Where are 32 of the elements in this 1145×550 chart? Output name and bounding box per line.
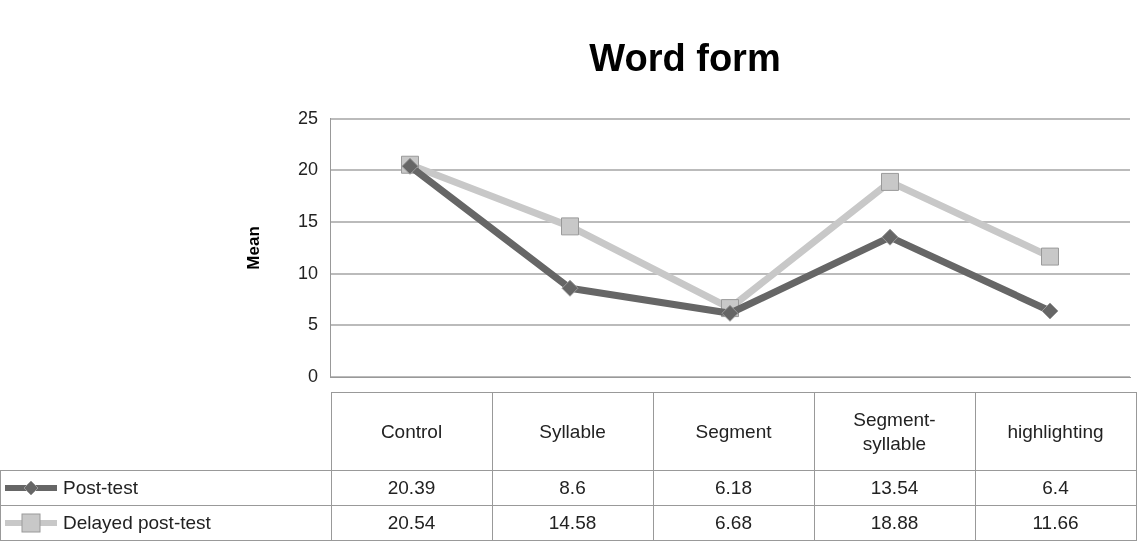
y-tick-label: 0 (307, 366, 318, 387)
legend-label: Delayed post-test (0, 505, 331, 541)
data-label: 6.4 (975, 470, 1136, 506)
point (881, 228, 899, 246)
data-label: 6.68 (653, 505, 814, 541)
chart-title: Word form (589, 37, 781, 80)
point (561, 279, 579, 297)
y-tick-label: 25 (297, 107, 318, 128)
data-label: 11.66 (975, 505, 1136, 541)
data-label: 20.39 (331, 470, 492, 506)
y-tick-label: 20 (297, 159, 318, 180)
data-label: 18.88 (814, 505, 975, 541)
x-tick-label: Syllable (492, 392, 653, 471)
x-tick-label: Segment (653, 392, 814, 471)
point (1041, 247, 1059, 266)
legend-label: Post-test (0, 470, 331, 506)
data-label: 13.54 (814, 470, 975, 506)
data-label: 14.58 (492, 505, 653, 541)
data-label: 6.18 (653, 470, 814, 506)
point (721, 304, 739, 322)
point (1041, 302, 1059, 320)
y-tick-label: 10 (297, 262, 318, 283)
x-tick-label: Segment- syllable (814, 392, 975, 471)
y-tick-label: 15 (297, 211, 318, 232)
y-axis-title: Mean (243, 226, 263, 270)
point (561, 217, 579, 236)
data-label: 8.6 (492, 470, 653, 506)
point (881, 172, 899, 191)
x-tick-label: highlighting (975, 392, 1136, 471)
data-label: 20.54 (331, 505, 492, 541)
y-tick-label: 5 (307, 314, 318, 335)
x-tick-label: Control (331, 392, 492, 471)
